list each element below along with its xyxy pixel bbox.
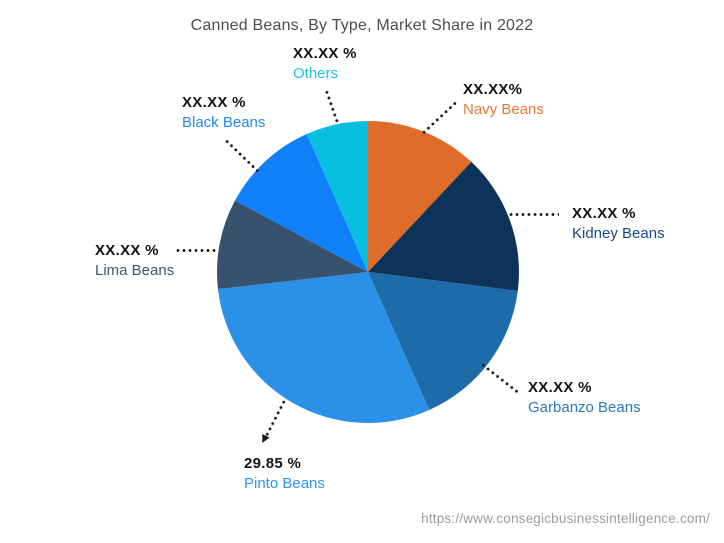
label-black-beans: XX.XX % Black Beans <box>182 93 265 133</box>
pie-slice-pinto-beans <box>217 272 430 424</box>
label-others-name: Others <box>293 65 339 82</box>
label-lima-beans: XX.XX % Lima Beans <box>95 241 174 281</box>
label-navy-beans-value: XX.XX% <box>463 81 523 98</box>
pie-svg <box>216 121 520 424</box>
pie-chart <box>216 120 520 424</box>
label-lima-beans-name: Lima Beans <box>95 262 175 279</box>
label-navy-beans-name: Navy Beans <box>463 101 544 118</box>
source-url: https://www.consegicbusinessintelligence… <box>421 511 710 526</box>
label-black-beans-name: Black Beans <box>182 114 266 131</box>
label-pinto-beans: 29.85 % Pinto Beans <box>244 454 325 494</box>
label-black-beans-value: XX.XX % <box>182 94 246 111</box>
arrowhead-icon <box>259 434 270 445</box>
leader-line-kidney-beans <box>508 213 559 216</box>
label-others-value: XX.XX % <box>293 45 357 62</box>
label-others: XX.XX % Others <box>293 44 357 84</box>
pie-slice-lima-beans <box>216 200 368 290</box>
label-navy-beans: XX.XX% Navy Beans <box>463 80 544 120</box>
pie-slice-black-beans <box>235 133 368 272</box>
pie-slice-garbanzo-beans <box>368 272 518 411</box>
pie-slice-kidney-beans <box>368 161 520 291</box>
label-pinto-beans-value: 29.85 % <box>244 455 302 472</box>
label-kidney-beans-value: XX.XX % <box>572 205 636 222</box>
label-garbanzo-beans-value: XX.XX % <box>528 379 592 396</box>
chart-title: Canned Beans, By Type, Market Share in 2… <box>190 17 534 34</box>
label-garbanzo-beans-name: Garbanzo Beans <box>528 399 641 416</box>
label-lima-beans-value: XX.XX % <box>95 242 159 259</box>
label-garbanzo-beans: XX.XX % Garbanzo Beans <box>528 378 641 418</box>
label-kidney-beans-name: Kidney Beans <box>572 225 665 242</box>
pie-slice-navy-beans <box>368 121 472 272</box>
leader-line-lima-beans <box>175 249 217 252</box>
label-kidney-beans: XX.XX % Kidney Beans <box>572 204 665 244</box>
pie-slice-others <box>306 121 368 272</box>
label-pinto-beans-name: Pinto Beans <box>244 475 325 492</box>
leader-line-others <box>324 89 340 125</box>
